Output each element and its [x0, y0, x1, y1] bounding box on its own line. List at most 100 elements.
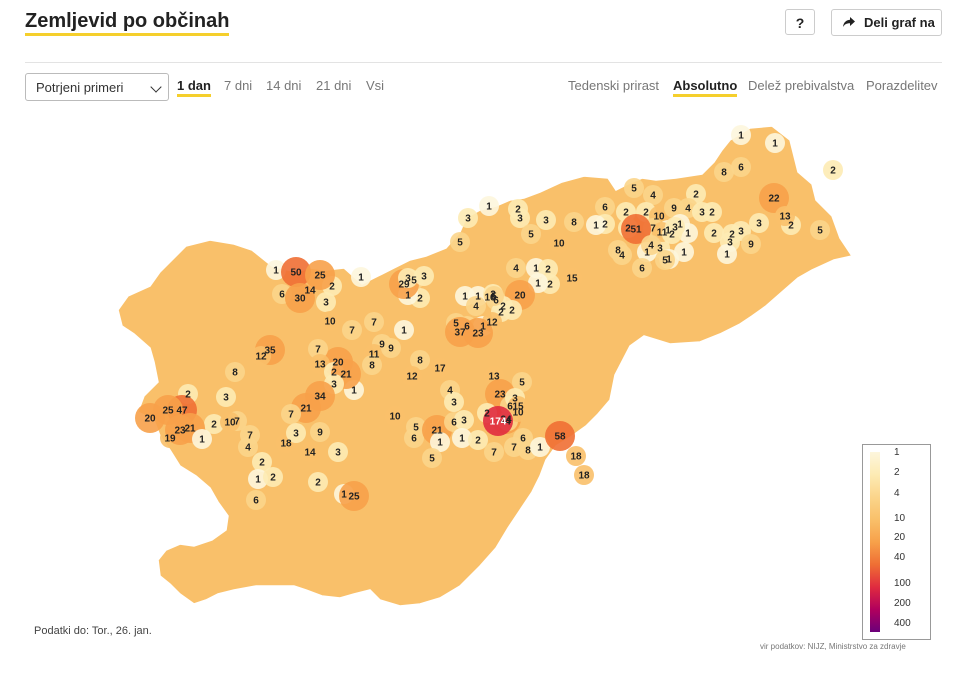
municipality-region[interactable]	[192, 429, 212, 449]
municipality-region[interactable]	[759, 183, 789, 213]
municipality-region[interactable]	[308, 339, 328, 359]
tab-period-vsi[interactable]: Vsi	[366, 78, 385, 93]
municipality-region[interactable]	[624, 178, 644, 198]
municipality-region[interactable]	[506, 258, 526, 278]
municipality-region[interactable]	[454, 410, 474, 430]
municipality-region[interactable]	[286, 423, 306, 443]
municipality-region[interactable]	[643, 185, 663, 205]
municipality-region[interactable]	[621, 214, 651, 244]
municipality-region[interactable]	[204, 414, 224, 434]
municipality-region[interactable]	[216, 387, 236, 407]
municipality-region[interactable]	[731, 125, 751, 145]
municipality-region[interactable]	[364, 312, 384, 332]
municipality-region[interactable]	[394, 320, 414, 340]
municipality-region[interactable]	[450, 232, 470, 252]
municipality-region[interactable]	[508, 199, 528, 219]
municipality-region[interactable]	[702, 202, 722, 222]
municipality-region[interactable]	[530, 437, 550, 457]
municipality-region[interactable]	[281, 404, 301, 424]
municipality-region[interactable]	[717, 244, 737, 264]
municipality-region[interactable]	[328, 442, 348, 462]
municipality-region[interactable]	[512, 372, 532, 392]
tab-view-absolutno[interactable]: Absolutno	[673, 78, 738, 97]
municipality-region[interactable]	[305, 260, 335, 290]
municipality-region[interactable]	[536, 210, 556, 230]
tab-period-7-dni[interactable]: 7 dni	[224, 78, 253, 93]
municipality-region[interactable]	[445, 317, 475, 347]
tab-period-1-dan[interactable]: 1 dan	[177, 78, 211, 97]
municipality-region[interactable]	[521, 224, 541, 244]
municipality-region[interactable]	[246, 490, 266, 510]
municipality-region[interactable]	[595, 197, 615, 217]
municipality-region[interactable]	[414, 266, 434, 286]
municipality-region[interactable]	[479, 196, 499, 216]
municipality-region[interactable]	[823, 160, 843, 180]
municipality-region[interactable]	[320, 311, 340, 331]
municipality-region[interactable]	[266, 260, 286, 280]
municipality-region[interactable]	[566, 446, 586, 466]
municipality-region[interactable]	[810, 220, 830, 240]
municipality-region[interactable]	[484, 286, 504, 306]
municipality-region[interactable]	[410, 350, 430, 370]
municipality-region[interactable]	[468, 430, 488, 450]
municipality-region[interactable]	[422, 448, 442, 468]
municipality-region[interactable]	[402, 366, 422, 386]
municipality-region[interactable]	[135, 403, 165, 433]
municipality-region[interactable]	[342, 320, 362, 340]
municipality-region[interactable]	[225, 362, 245, 382]
share-button[interactable]: Deli graf na	[831, 9, 942, 36]
municipality-region[interactable]	[612, 245, 632, 265]
municipality-region[interactable]	[404, 428, 424, 448]
municipality-region[interactable]	[252, 452, 272, 472]
municipality-region[interactable]	[398, 268, 418, 288]
municipality-region[interactable]	[316, 292, 336, 312]
municipality-region[interactable]	[381, 338, 401, 358]
municipality-region[interactable]	[508, 396, 528, 416]
municipality-region[interactable]	[385, 406, 405, 426]
municipality-region[interactable]	[466, 296, 486, 316]
municipality-region[interactable]	[765, 133, 785, 153]
municipality-region[interactable]	[655, 250, 675, 270]
municipality-region[interactable]	[714, 162, 734, 182]
municipality-region[interactable]	[641, 235, 661, 255]
municipality-region[interactable]	[632, 258, 652, 278]
municipality-region[interactable]	[285, 283, 315, 313]
municipality-region[interactable]	[538, 259, 558, 279]
municipality-region[interactable]	[545, 421, 575, 451]
measure-select[interactable]: Potrjeni primeri	[25, 73, 169, 101]
municipality-region[interactable]	[741, 234, 761, 254]
tab-view-porazdelitev[interactable]: Porazdelitev	[866, 78, 938, 93]
municipality-region[interactable]	[300, 442, 320, 462]
municipality-region[interactable]	[339, 481, 369, 511]
municipality-region[interactable]	[502, 300, 522, 320]
municipality-region[interactable]	[251, 346, 271, 366]
municipality-region[interactable]	[263, 467, 283, 487]
municipality-region[interactable]	[549, 233, 569, 253]
municipality-region[interactable]	[444, 392, 464, 412]
municipality-region[interactable]	[674, 242, 694, 262]
municipality-region[interactable]	[220, 412, 240, 432]
tab-view-delez-prebivalstva[interactable]: Delež prebivalstva	[748, 78, 855, 93]
municipality-region[interactable]	[483, 406, 513, 436]
municipality-region[interactable]	[238, 437, 258, 457]
municipality-region[interactable]	[430, 358, 450, 378]
tab-view-tedenski-prirast[interactable]: Tedenski prirast	[568, 78, 660, 93]
municipality-region[interactable]	[308, 472, 328, 492]
municipality-region[interactable]	[749, 213, 769, 233]
municipality-region[interactable]	[562, 268, 582, 288]
municipality-region[interactable]	[574, 465, 594, 485]
municipality-region[interactable]	[281, 257, 311, 287]
help-button[interactable]: ?	[785, 9, 815, 35]
municipality-region[interactable]	[564, 212, 584, 232]
municipality-region[interactable]	[248, 469, 268, 489]
municipality-region[interactable]	[704, 223, 724, 243]
municipality-region[interactable]	[664, 198, 684, 218]
municipality-region[interactable]	[665, 217, 685, 237]
municipality-region[interactable]	[310, 422, 330, 442]
municipality-region[interactable]	[351, 267, 371, 287]
municipality-region[interactable]	[362, 355, 382, 375]
municipality-region[interactable]	[731, 157, 751, 177]
municipality-region[interactable]	[775, 206, 795, 226]
municipality-region[interactable]	[452, 428, 472, 448]
tab-period-21-dni[interactable]: 21 dni	[316, 78, 352, 93]
